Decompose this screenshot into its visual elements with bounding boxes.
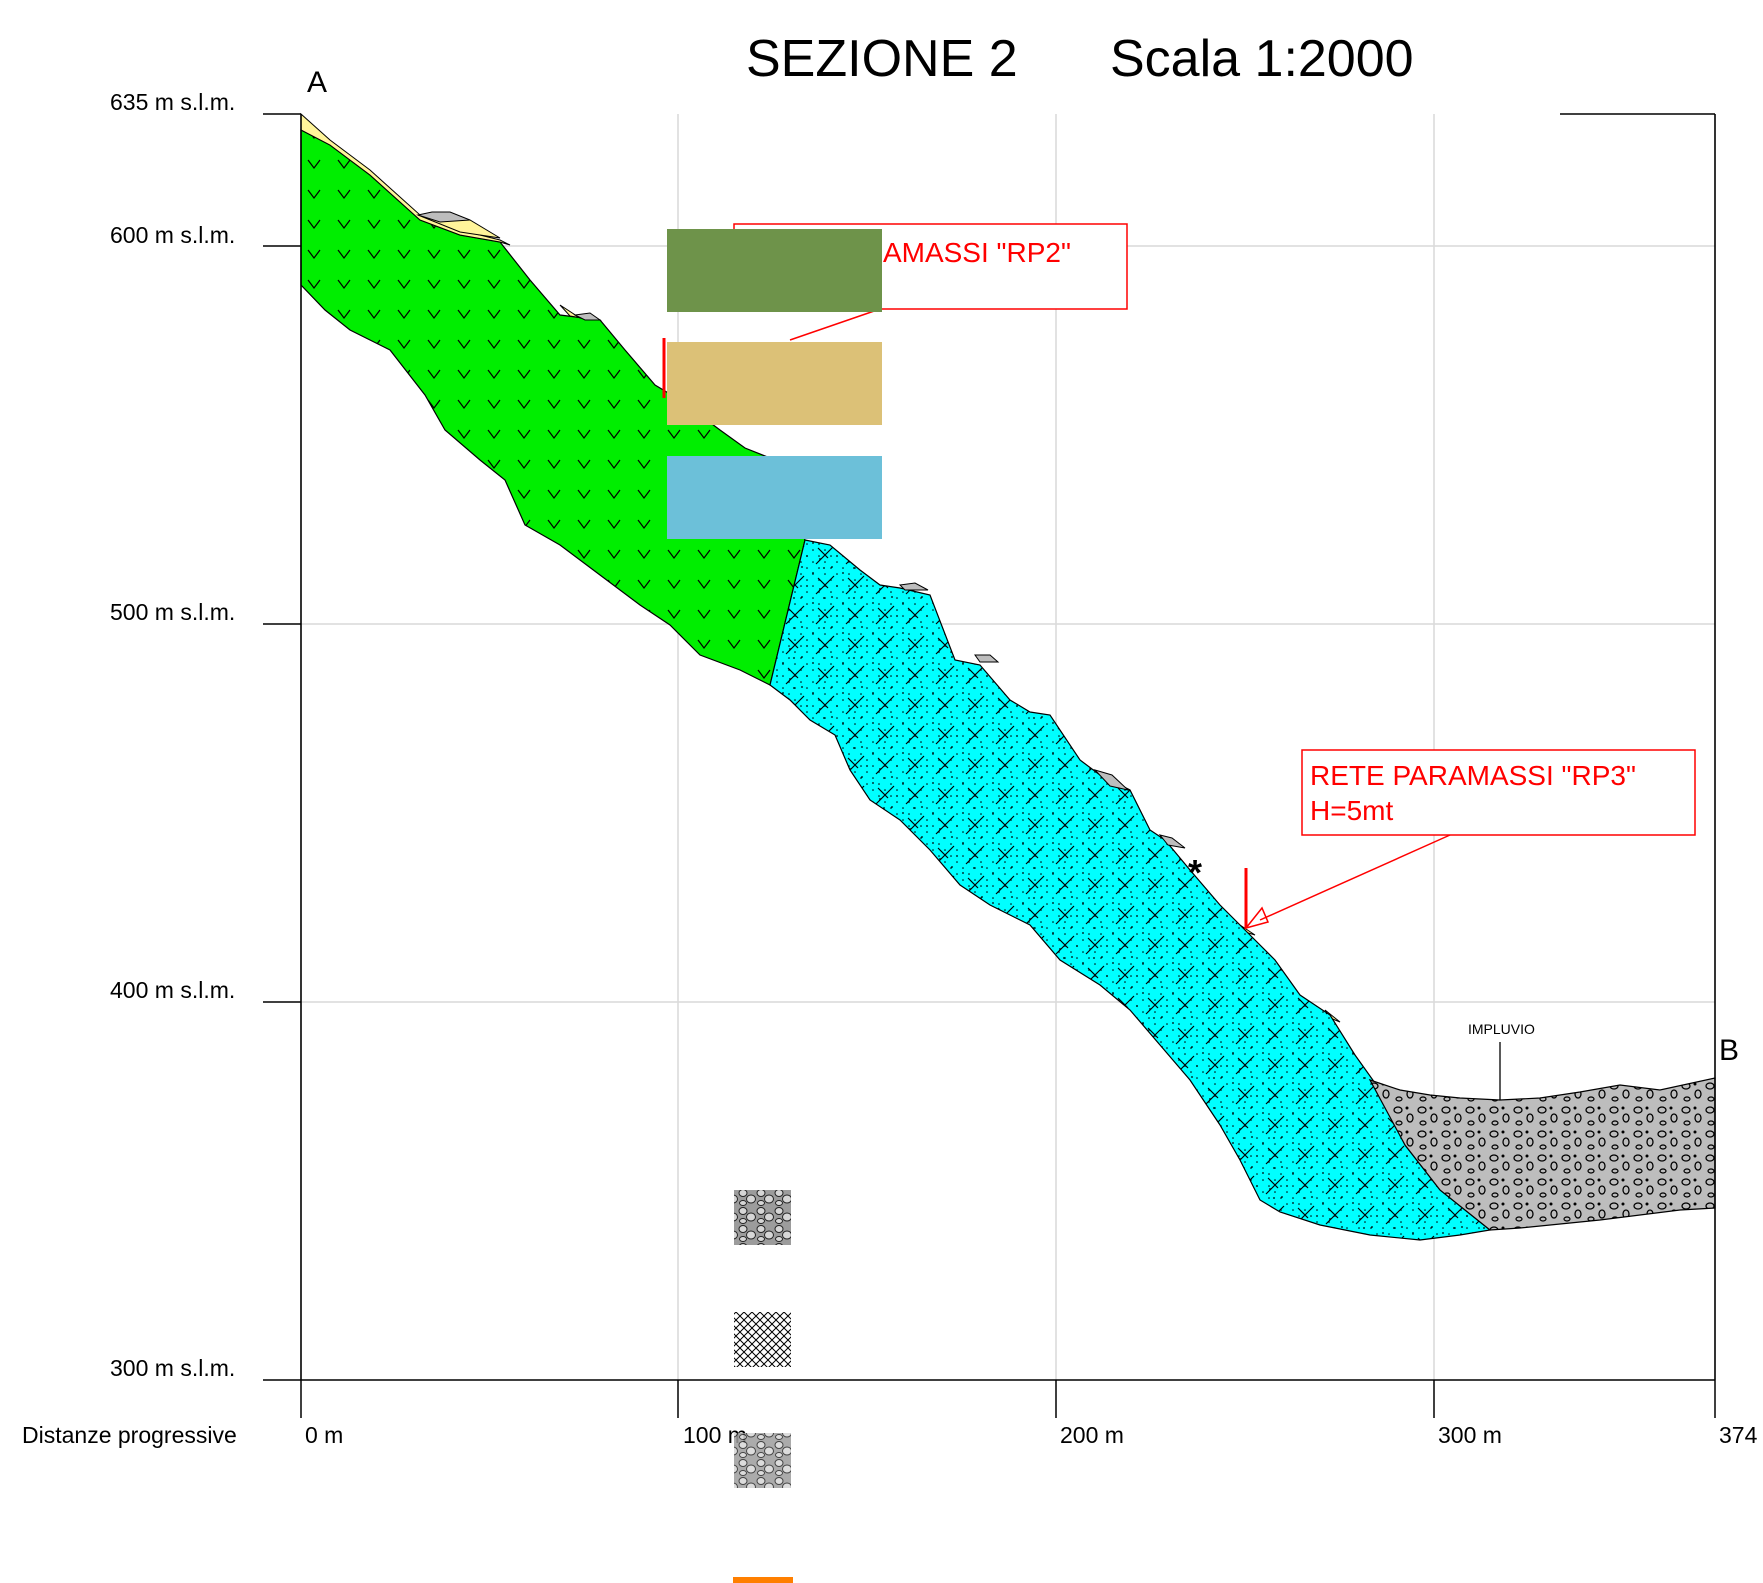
elevation-label: 600 m s.l.m. bbox=[110, 222, 235, 248]
scale-label: Scala 1:2000 bbox=[1110, 30, 1414, 88]
distance-ticks bbox=[300, 1380, 1716, 1418]
legend-swatch-tan bbox=[667, 342, 882, 425]
distance-label: 374 bbox=[1719, 1422, 1758, 1448]
section-frame bbox=[300, 113, 1716, 1381]
section-title: SEZIONE 2 bbox=[746, 30, 1018, 88]
debris-hatch-swatch bbox=[734, 1190, 791, 1245]
gravel-swatch bbox=[734, 1433, 791, 1488]
rp3-label: RETE PARAMASSI "RP3" bbox=[1310, 760, 1636, 791]
impluvio-label: IMPLUVIO bbox=[1468, 1021, 1535, 1037]
elevation-label: 300 m s.l.m. bbox=[110, 1355, 235, 1381]
legend-swatch-blue bbox=[667, 456, 882, 539]
distance-label: 0 m bbox=[305, 1422, 343, 1448]
elevation-ticks bbox=[263, 113, 301, 1381]
gray-debris-lenses bbox=[416, 211, 1186, 849]
elevation-label: 400 m s.l.m. bbox=[110, 977, 235, 1003]
elevation-label: 635 m s.l.m. bbox=[110, 89, 235, 115]
legend-swatch-olive bbox=[667, 229, 882, 312]
rp3-annotation: RETE PARAMASSI "RP3" H=5mt bbox=[1243, 749, 1696, 930]
distance-label: 200 m bbox=[1060, 1422, 1124, 1448]
yellow-deposit-unit bbox=[300, 112, 511, 246]
distance-caption: Distanze progressive bbox=[22, 1422, 237, 1448]
distance-label: 300 m bbox=[1438, 1422, 1502, 1448]
point-b-label: B bbox=[1719, 1034, 1739, 1067]
point-a-label: A bbox=[307, 66, 327, 99]
elevation-label: 500 m s.l.m. bbox=[110, 599, 235, 625]
rp3-height: H=5mt bbox=[1310, 795, 1393, 826]
star-marker: * bbox=[1188, 852, 1202, 893]
